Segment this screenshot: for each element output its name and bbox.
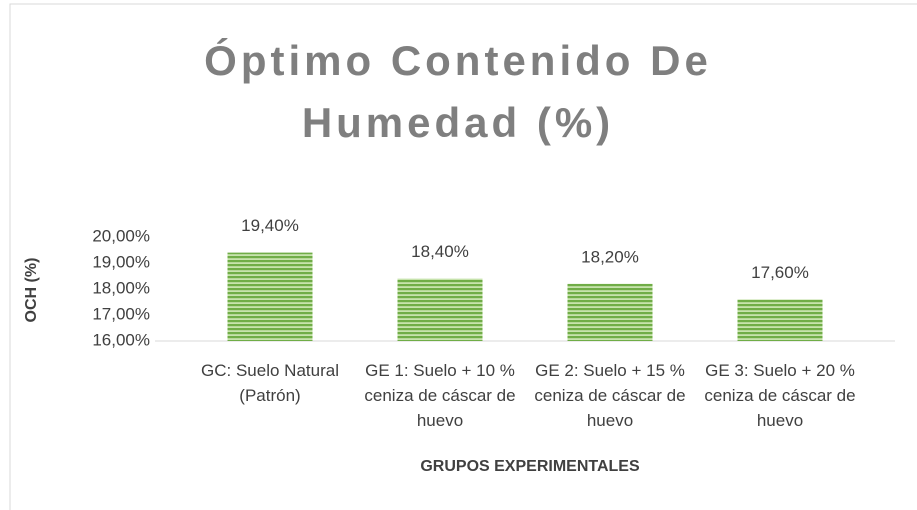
bar (227, 252, 313, 341)
chart-title: Óptimo Contenido De Humedad (%) (204, 37, 712, 146)
bar (397, 278, 483, 341)
data-label: 18,40% (411, 242, 469, 261)
x-tick-label: GE 3: Suelo + 20 % ceniza de cáscar de h… (704, 361, 856, 430)
y-tick-label: 17,00% (92, 304, 150, 323)
x-axis-label: GRUPOS EXPERIMENTALES (420, 458, 640, 475)
x-tick-label: GE 2: Suelo + 15 % ceniza de cáscar de h… (534, 361, 686, 430)
y-tick-label: 20,00% (92, 226, 150, 245)
y-tick-label: 18,00% (92, 278, 150, 297)
data-label: 17,60% (751, 263, 809, 282)
data-label: 18,20% (581, 247, 639, 266)
x-tick-label: GC: Suelo Natural (Patrón) (201, 361, 339, 405)
y-axis-label: OCH (%) (23, 258, 40, 323)
y-tick-label: 19,00% (92, 252, 150, 271)
bar (737, 299, 823, 341)
y-tick-label: 16,00% (92, 330, 150, 349)
bar (567, 283, 653, 341)
data-label: 19,40% (241, 216, 299, 235)
chart-border (9, 3, 917, 510)
x-tick-label: GE 1: Suelo + 10 % ceniza de cáscar de h… (364, 361, 516, 430)
